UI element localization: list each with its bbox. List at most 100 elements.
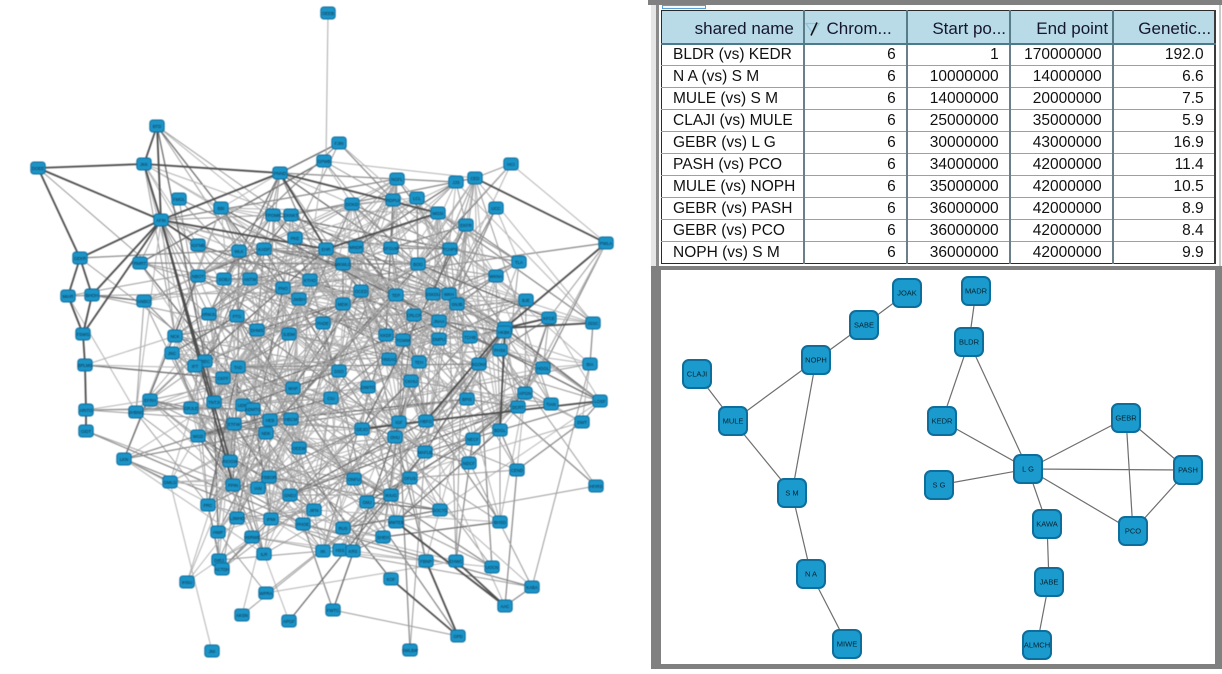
svg-text:ACTDH: ACTDH bbox=[215, 567, 230, 572]
svg-text:CED: CED bbox=[470, 176, 479, 181]
svg-text:GIDT: GIDT bbox=[81, 429, 92, 434]
svg-text:SSKDU: SSKDU bbox=[426, 292, 441, 297]
svg-text:HEB: HEB bbox=[266, 418, 275, 423]
svg-text:LKN: LKN bbox=[120, 457, 128, 462]
svg-text:PRC: PRC bbox=[203, 503, 212, 508]
svg-text:IAN: IAN bbox=[254, 486, 261, 491]
svg-text:ARWJU: ARWJU bbox=[201, 312, 216, 317]
svg-text:BTD: BTD bbox=[153, 124, 162, 129]
svg-text:KAWA: KAWA bbox=[1036, 520, 1058, 529]
svg-text:SJDM: SJDM bbox=[283, 332, 295, 337]
svg-text:KOF: KOF bbox=[387, 577, 396, 582]
svg-text:ONFU: ONFU bbox=[348, 477, 360, 482]
svg-text:NECF: NECF bbox=[467, 437, 479, 442]
svg-text:FJIN: FJIN bbox=[334, 141, 343, 146]
svg-text:PPIN: PPIN bbox=[228, 483, 238, 488]
svg-text:ILR: ILR bbox=[261, 552, 268, 557]
svg-text:TLA: TLA bbox=[515, 260, 523, 265]
svg-text:APGN: APGN bbox=[519, 391, 531, 396]
svg-text:PTG: PTG bbox=[233, 314, 242, 319]
svg-text:S G: S G bbox=[933, 481, 946, 490]
svg-text:DIRJ: DIRJ bbox=[214, 558, 224, 563]
svg-text:BHSD: BHSD bbox=[494, 520, 506, 525]
svg-text:BBI: BBI bbox=[218, 206, 225, 211]
svg-text:IKIUG: IKIUG bbox=[385, 493, 397, 498]
svg-text:OFUS: OFUS bbox=[404, 476, 416, 481]
svg-text:FWTC: FWTC bbox=[327, 608, 339, 613]
svg-text:BJE: BJE bbox=[522, 298, 530, 303]
svg-text:KABA: KABA bbox=[526, 585, 538, 590]
svg-text:TCHPS: TCHPS bbox=[443, 247, 458, 252]
svg-text:BIA: BIA bbox=[587, 362, 594, 367]
svg-text:RMRT: RMRT bbox=[134, 261, 147, 266]
svg-text:NOPH: NOPH bbox=[805, 356, 827, 365]
svg-text:AKSN: AKSN bbox=[236, 613, 248, 618]
svg-text:GPWB: GPWB bbox=[317, 159, 330, 164]
svg-text:SNJB: SNJB bbox=[452, 302, 463, 307]
svg-text:MULE: MULE bbox=[723, 417, 744, 426]
svg-text:ANBCI: ANBCI bbox=[137, 299, 150, 304]
svg-text:GNDJ: GNDJ bbox=[284, 493, 296, 498]
svg-text:IGFNB: IGFNB bbox=[191, 243, 204, 248]
svg-text:SABE: SABE bbox=[854, 321, 874, 330]
svg-text:MWTEB: MWTEB bbox=[388, 520, 404, 525]
svg-text:GEKR: GEKR bbox=[74, 256, 86, 261]
svg-text:PNO: PNO bbox=[278, 286, 288, 291]
svg-text:CKFF: CKFF bbox=[217, 376, 229, 381]
svg-text:JJS: JJS bbox=[452, 180, 459, 185]
svg-text:CLAJI: CLAJI bbox=[687, 370, 707, 379]
svg-text:CRLCP: CRLCP bbox=[407, 313, 422, 318]
svg-text:WPRA: WPRA bbox=[260, 591, 273, 596]
svg-text:KKDF: KKDF bbox=[380, 333, 392, 338]
svg-text:BOG: BOG bbox=[413, 262, 423, 267]
svg-text:PCO: PCO bbox=[1125, 527, 1141, 536]
svg-text:KRS: KRS bbox=[349, 549, 358, 554]
svg-text:MGSI: MGSI bbox=[433, 211, 444, 216]
svg-text:IHSU: IHSU bbox=[182, 580, 192, 585]
svg-text:TEP: TEP bbox=[392, 293, 400, 298]
svg-text:EHWC: EHWC bbox=[449, 559, 462, 564]
svg-text:HWP: HWP bbox=[213, 530, 223, 535]
svg-text:FMGL: FMGL bbox=[173, 197, 186, 202]
svg-text:SWLBW: SWLBW bbox=[402, 648, 419, 653]
svg-text:TNTJI: TNTJI bbox=[208, 400, 220, 405]
svg-text:MADR: MADR bbox=[965, 287, 988, 296]
svg-text:HNSAC: HNSAC bbox=[381, 357, 396, 362]
svg-text:RDPUI: RDPUI bbox=[386, 198, 399, 203]
svg-text:SHBNG: SHBNG bbox=[128, 410, 144, 415]
svg-text:GMLG: GMLG bbox=[164, 480, 177, 485]
svg-text:JWBH: JWBH bbox=[293, 297, 305, 302]
svg-text:HGGL: HGGL bbox=[537, 366, 550, 371]
svg-text:BHOH: BHOH bbox=[86, 293, 98, 298]
svg-text:MKWLG: MKWLG bbox=[335, 262, 352, 267]
svg-text:PKE: PKE bbox=[291, 236, 300, 241]
svg-text:BPIS: BPIS bbox=[462, 397, 472, 402]
svg-text:KEDR: KEDR bbox=[932, 417, 953, 426]
svg-text:BGONS: BGONS bbox=[471, 362, 487, 367]
svg-text:DOKD: DOKD bbox=[346, 202, 358, 207]
svg-text:UOCN: UOCN bbox=[486, 565, 499, 570]
svg-text:MAFLB: MAFLB bbox=[418, 450, 432, 455]
svg-text:JSSC: JSSC bbox=[588, 321, 599, 326]
svg-text:BDGL: BDGL bbox=[494, 428, 506, 433]
svg-text:IPMI: IPMI bbox=[267, 517, 276, 522]
svg-text:WGD: WGD bbox=[193, 434, 204, 439]
svg-text:RIOGW: RIOGW bbox=[222, 459, 238, 464]
svg-text:DOEE: DOEE bbox=[32, 166, 44, 171]
svg-text:GPD: GPD bbox=[453, 634, 462, 639]
svg-text:GMJ: GMJ bbox=[362, 500, 371, 505]
svg-text:CIU: CIU bbox=[327, 396, 334, 401]
svg-text:UDNI: UDNI bbox=[238, 403, 249, 408]
svg-text:RUS: RUS bbox=[338, 526, 347, 531]
svg-text:HBFG: HBFG bbox=[420, 419, 433, 424]
svg-text:NDK: NDK bbox=[261, 431, 270, 436]
svg-text:LJWHO: LJWHO bbox=[229, 516, 245, 521]
svg-text:HKBK: HKBK bbox=[498, 330, 510, 335]
svg-text:KTHO: KTHO bbox=[304, 278, 317, 283]
svg-text:DWT: DWT bbox=[577, 420, 587, 425]
svg-text:JABE: JABE bbox=[1040, 578, 1059, 587]
svg-text:IFT: IFT bbox=[192, 364, 199, 369]
svg-text:JNC: JNC bbox=[168, 351, 176, 356]
svg-text:MIWE: MIWE bbox=[837, 640, 857, 649]
svg-text:CKHU: CKHU bbox=[405, 379, 417, 384]
